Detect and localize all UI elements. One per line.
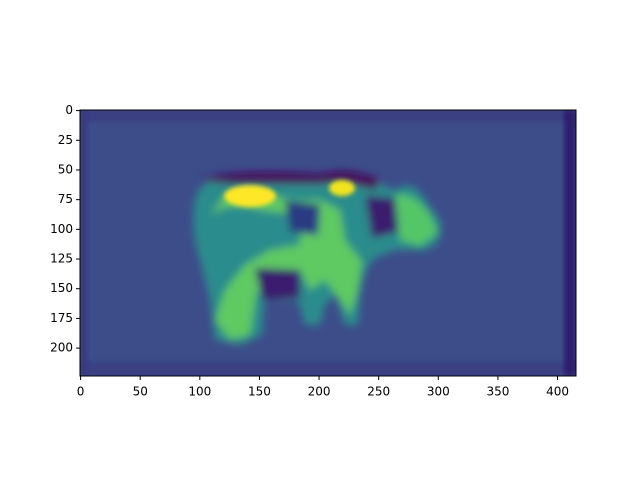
- y-tick-label: 150: [50, 281, 73, 295]
- edge: [80, 362, 576, 376]
- cow-patch: [210, 195, 362, 340]
- y-tick-label: 0: [65, 103, 73, 117]
- x-tick-label: 300: [427, 385, 450, 399]
- hot-spot: [329, 180, 355, 196]
- x-tick-label: 400: [546, 385, 569, 399]
- x-tick-label: 250: [367, 385, 390, 399]
- y-tick-label: 125: [50, 252, 73, 266]
- x-tick-label: 350: [486, 385, 509, 399]
- y-tick-label: 50: [58, 162, 73, 176]
- axes-frame: [79, 109, 577, 377]
- cow-dark: [285, 200, 320, 235]
- cow-dark: [255, 268, 300, 300]
- hot-spots: [224, 180, 355, 207]
- hot-spot: [224, 185, 276, 207]
- edge: [564, 110, 576, 376]
- y-tick-label: 175: [50, 311, 73, 325]
- x-tick-label: 50: [133, 385, 148, 399]
- x-tick-label: 100: [188, 385, 211, 399]
- y-tick-label: 200: [50, 341, 73, 355]
- y-tick-label: 25: [58, 133, 73, 147]
- heatmap-image: [80, 110, 576, 376]
- cow-dark: [365, 196, 398, 238]
- edge: [80, 110, 576, 122]
- y-tick-label: 75: [58, 192, 73, 206]
- cow-outline: [200, 171, 380, 190]
- x-tick-label: 0: [77, 385, 85, 399]
- x-tick-label: 200: [308, 385, 331, 399]
- x-tick-label: 150: [248, 385, 271, 399]
- edge: [80, 110, 88, 376]
- cow-head: [395, 194, 438, 246]
- y-tick-label: 100: [50, 222, 73, 236]
- cow: [193, 171, 441, 345]
